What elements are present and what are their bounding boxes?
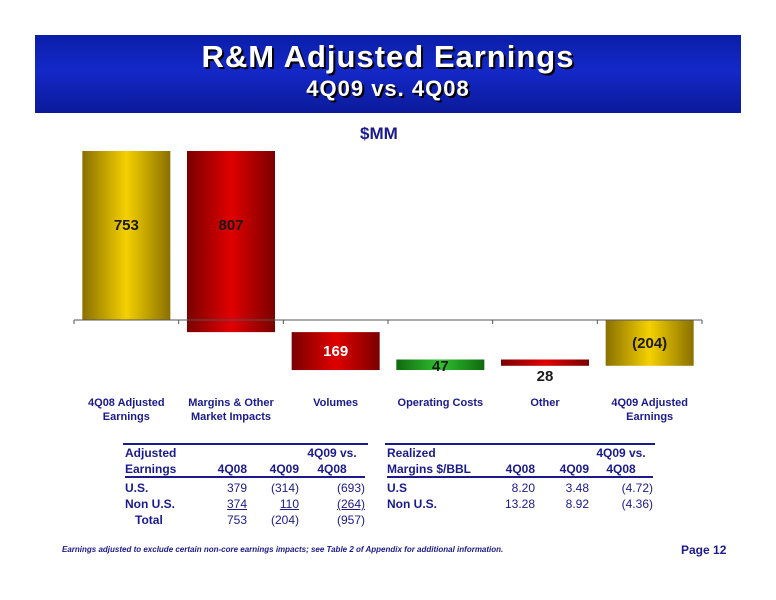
- table-right-top-rule: [385, 443, 655, 445]
- category-label: 4Q08 Adjusted Earnings: [88, 397, 165, 423]
- category-label: Other: [530, 397, 560, 409]
- table-left-top-rule: [123, 443, 368, 445]
- title-banner: R&M Adjusted Earnings 4Q09 vs. 4Q08: [35, 35, 741, 113]
- bar: [291, 332, 380, 371]
- category-label: 4Q09 Adjusted Earnings: [611, 397, 688, 423]
- margins-table: Realized 4Q09 vs. Margins $/BBL 4Q08 4Q0…: [387, 445, 653, 512]
- bar: [187, 151, 275, 333]
- data-label: (204): [632, 335, 667, 352]
- data-label: 169: [323, 343, 348, 360]
- earnings-table: Adjusted 4Q09 vs. Earnings 4Q08 4Q09 4Q0…: [125, 445, 365, 528]
- bar: [501, 359, 589, 366]
- table-header: 4Q09 vs.: [596, 446, 646, 460]
- table-header: 4Q08: [317, 461, 347, 476]
- page-title: R&M Adjusted Earnings: [201, 39, 575, 74]
- bar: [605, 320, 694, 366]
- page-number: Page 12: [681, 543, 727, 557]
- table-header: 4Q09: [269, 461, 299, 476]
- unit-label: $MM: [360, 124, 398, 143]
- table-header: 4Q09 vs.: [307, 446, 357, 460]
- table-header: Earnings: [125, 461, 177, 476]
- table-header: Realized: [387, 446, 436, 460]
- table-header: 4Q08: [505, 461, 535, 476]
- table-header: 4Q08: [606, 461, 636, 476]
- table-header: 4Q09: [559, 461, 589, 476]
- data-label: 28: [537, 368, 554, 385]
- category-label: Volumes: [313, 397, 359, 409]
- data-label: 753: [114, 217, 139, 234]
- data-label: 47: [432, 358, 449, 375]
- data-label: 807: [218, 217, 243, 234]
- table-row: U.S 8.20 3.48 (4.72): [387, 481, 653, 495]
- table-row: Non U.S. 13.28 8.92 (4.36): [387, 497, 653, 511]
- table-row: U.S. 379 (314) (693): [125, 481, 365, 495]
- category-label: Operating Costs: [397, 397, 484, 409]
- bar: [82, 151, 171, 320]
- bar: [396, 359, 485, 371]
- footnote: Earnings adjusted to exclude certain non…: [62, 545, 504, 554]
- table-header: Margins $/BBL: [387, 461, 472, 476]
- table-row: Non U.S. 374 110 (264): [125, 497, 365, 511]
- category-label: Margins & Other Market Impacts: [188, 397, 274, 423]
- table-header: Adjusted: [125, 446, 177, 460]
- table-header: 4Q08: [217, 461, 247, 476]
- table-row: Total 753 (204) (957): [135, 513, 365, 527]
- page-subtitle: 4Q09 vs. 4Q08: [306, 76, 470, 101]
